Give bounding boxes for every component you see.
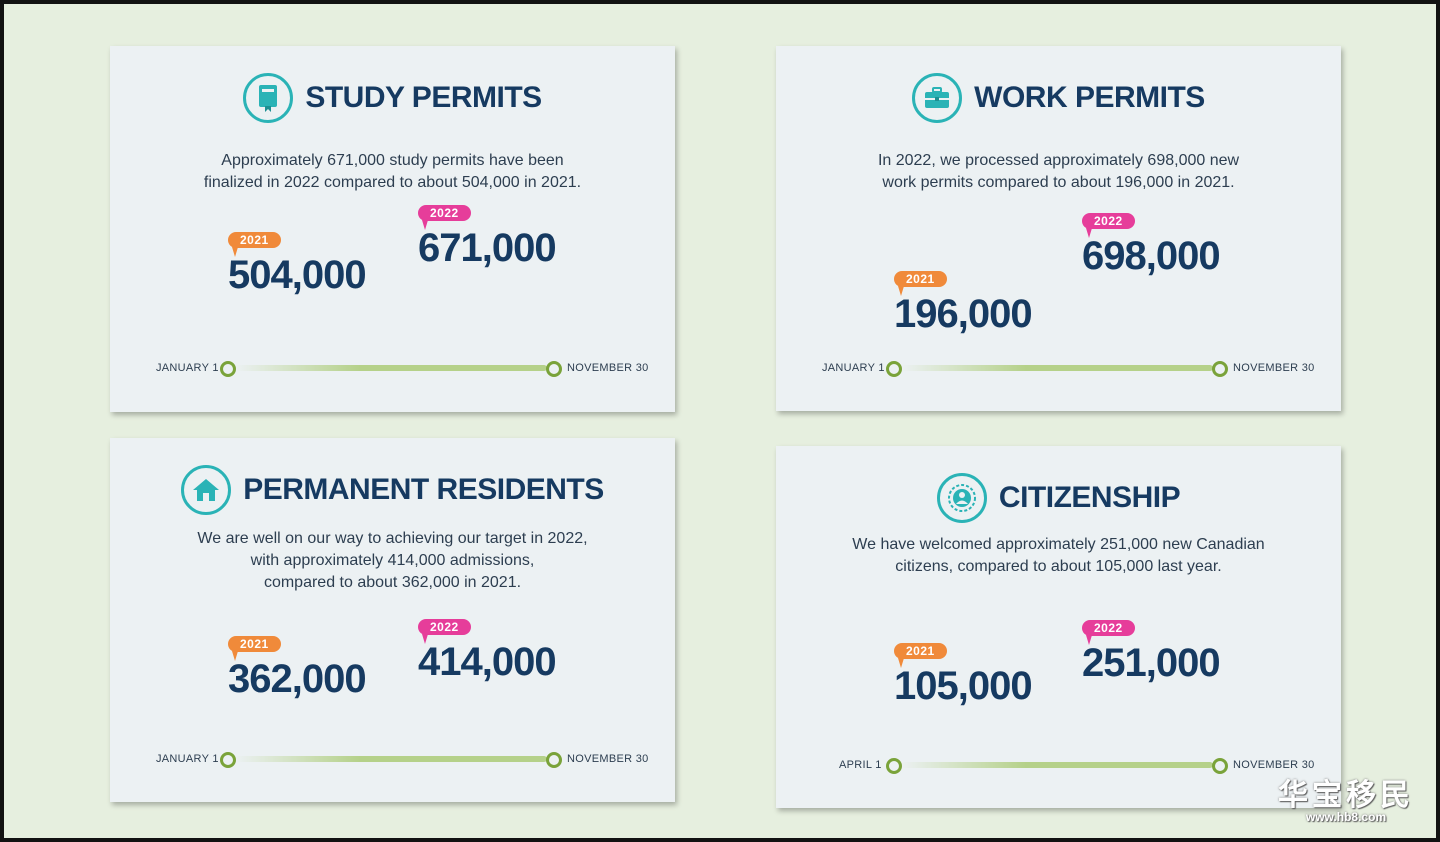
stat-value-2022: 698,000 — [1082, 234, 1221, 278]
card-title: STUDY PERMITS — [305, 81, 542, 114]
card-title: PERMANENT RESIDENTS — [243, 473, 604, 506]
card-description: Approximately 671,000 study permits have… — [130, 150, 655, 194]
timeline-end-dot — [1212, 361, 1228, 377]
stat-2021: 2021 105,000 — [894, 642, 1033, 709]
stat-2021: 2021 362,000 — [228, 635, 367, 702]
timeline-end-dot — [546, 361, 562, 377]
timeline-bar — [235, 756, 547, 762]
timeline-start-dot — [886, 361, 902, 377]
work-permits-card: WORK PERMITS In 2022, we processed appro… — [776, 46, 1341, 411]
timeline-bar — [235, 365, 547, 371]
timeline-start-dot — [886, 758, 902, 774]
timeline-bar — [901, 365, 1213, 371]
stat-value-2021: 504,000 — [228, 253, 367, 297]
citizenship-card: CITIZENSHIP We have welcomed approximate… — [776, 446, 1341, 808]
citizen-seal-icon — [936, 473, 987, 523]
stat-value-2021: 105,000 — [894, 664, 1033, 708]
timeline-end-label: NOVEMBER 30 — [567, 753, 649, 765]
description-line: We are well on our way to achieving our … — [197, 530, 588, 547]
permanent-residents-card: PERMANENT RESIDENTS We are well on our w… — [110, 438, 675, 802]
watermark-text: 华宝移民 — [1278, 778, 1414, 813]
house-icon — [181, 465, 232, 515]
card-header: PERMANENT RESIDENTS — [110, 465, 675, 515]
stat-2022: 2022 251,000 — [1082, 619, 1221, 686]
card-header: CITIZENSHIP — [776, 473, 1341, 523]
card-description: In 2022, we processed approximately 698,… — [796, 150, 1321, 194]
stat-value-2022: 671,000 — [418, 226, 557, 270]
timeline: JANUARY 1 NOVEMBER 30 — [110, 359, 675, 379]
description-line: with approximately 414,000 admissions, — [250, 552, 535, 569]
card-title: CITIZENSHIP — [998, 481, 1181, 514]
stat-2021: 2021 504,000 — [228, 231, 367, 298]
timeline-start-label: JANUARY 1 — [822, 362, 885, 374]
stat-value-2021: 196,000 — [894, 292, 1033, 336]
description-line: compared to about 362,000 in 2021. — [263, 574, 522, 591]
stat-value-2022: 251,000 — [1082, 641, 1221, 685]
book-icon — [243, 73, 294, 123]
briefcase-icon — [912, 73, 963, 123]
timeline-end-dot — [1212, 758, 1228, 774]
year-tag-2022: 2022 — [418, 205, 471, 230]
year-tag-2021: 2021 — [228, 232, 281, 257]
timeline-start-dot — [220, 752, 236, 768]
year-tag-2021: 2021 — [894, 271, 947, 296]
stat-2022: 2022 671,000 — [418, 204, 557, 271]
stat-value-2021: 362,000 — [228, 657, 367, 701]
description-line: In 2022, we processed approximately 698,… — [877, 152, 1240, 169]
year-tag-2021: 2021 — [894, 643, 947, 668]
year-tag-2021: 2021 — [228, 636, 281, 661]
description-line: We have welcomed approximately 251,000 n… — [852, 536, 1265, 553]
card-title: WORK PERMITS — [974, 81, 1205, 114]
study-permits-card: STUDY PERMITS Approximately 671,000 stud… — [110, 46, 675, 412]
card-header: STUDY PERMITS — [110, 73, 675, 123]
year-tag-2022: 2022 — [418, 619, 471, 644]
card-description: We have welcomed approximately 251,000 n… — [796, 534, 1321, 578]
stat-value-2022: 414,000 — [418, 640, 557, 684]
stat-2021: 2021 196,000 — [894, 270, 1033, 337]
watermark-logo: 华宝移民 www.hb8.com — [1278, 770, 1414, 824]
timeline: APRIL 1 NOVEMBER 30 — [776, 756, 1341, 776]
timeline-end-dot — [546, 752, 562, 768]
timeline-end-label: NOVEMBER 30 — [567, 362, 649, 374]
timeline-start-dot — [220, 361, 236, 377]
year-tag-2022: 2022 — [1082, 213, 1135, 238]
stat-2022: 2022 698,000 — [1082, 212, 1221, 279]
stat-2022: 2022 414,000 — [418, 618, 557, 685]
description-line: citizens, compared to about 105,000 last… — [895, 558, 1222, 575]
timeline-start-label: JANUARY 1 — [156, 362, 219, 374]
card-header: WORK PERMITS — [776, 73, 1341, 123]
timeline-bar — [901, 762, 1213, 768]
description-line: finalized in 2022 compared to about 504,… — [203, 174, 582, 191]
timeline: JANUARY 1 NOVEMBER 30 — [110, 750, 675, 770]
timeline-end-label: NOVEMBER 30 — [1233, 759, 1315, 771]
watermark-url: www.hb8.com — [1305, 810, 1387, 824]
year-tag-2022: 2022 — [1082, 620, 1135, 645]
timeline-start-label: APRIL 1 — [839, 759, 882, 771]
timeline-start-label: JANUARY 1 — [156, 753, 219, 765]
timeline: JANUARY 1 NOVEMBER 30 — [776, 359, 1341, 379]
timeline-end-label: NOVEMBER 30 — [1233, 362, 1315, 374]
description-line: work permits compared to about 196,000 i… — [882, 174, 1235, 191]
description-line: Approximately 671,000 study permits have… — [221, 152, 564, 169]
card-description: We are well on our way to achieving our … — [130, 528, 655, 594]
